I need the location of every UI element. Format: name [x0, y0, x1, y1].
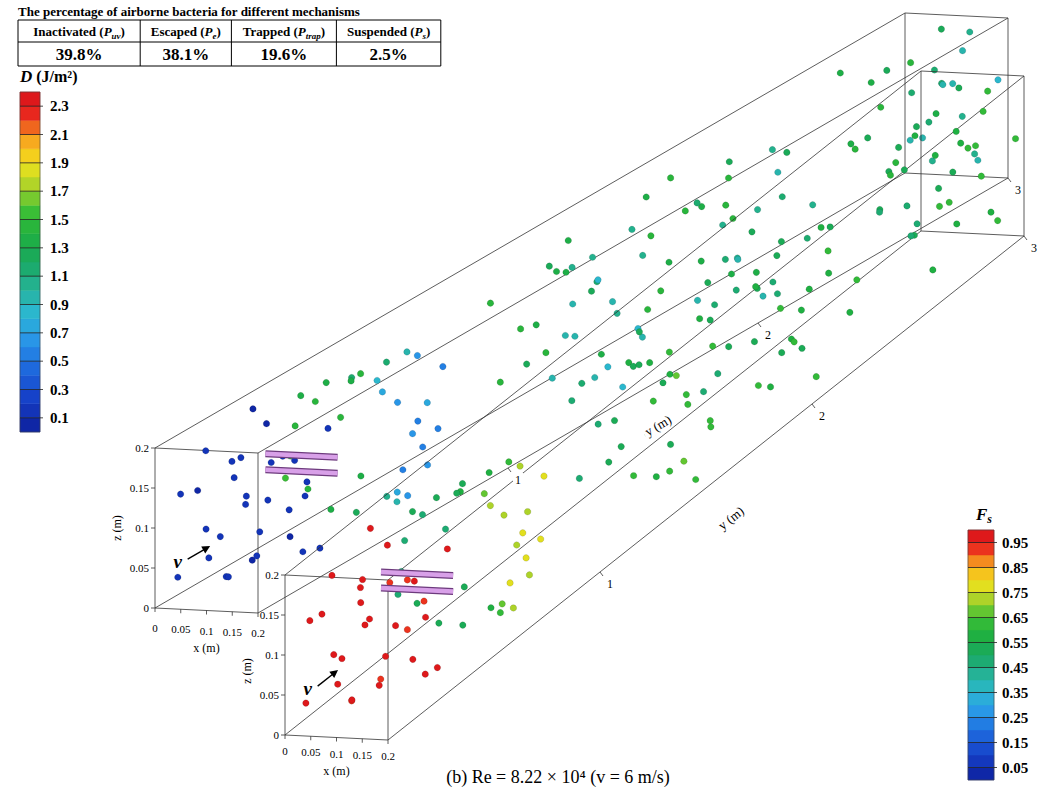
- svg-text:1.3: 1.3: [50, 240, 69, 256]
- svg-text:The percentage of airborne bac: The percentage of airborne bacteria for …: [18, 4, 360, 19]
- svg-text:0.2: 0.2: [265, 569, 279, 581]
- html-text:Puv: Puv: [103, 23, 121, 41]
- svg-text:0.05: 0.05: [1002, 760, 1028, 776]
- svg-text:0.15: 0.15: [353, 749, 373, 761]
- svg-text:0.55: 0.55: [1002, 635, 1028, 651]
- svg-text:0.05: 0.05: [301, 746, 321, 758]
- svg-text:0.3: 0.3: [50, 382, 69, 398]
- svg-text:0.75: 0.75: [1002, 585, 1028, 601]
- svg-text:1: 1: [515, 473, 521, 487]
- svg-text:2.5%: 2.5%: [369, 45, 407, 64]
- svg-text:z (m): z (m): [110, 515, 124, 541]
- svg-text:38.1%: 38.1%: [162, 45, 209, 64]
- svg-text:1.1: 1.1: [50, 268, 69, 284]
- svg-text:3: 3: [1031, 241, 1037, 255]
- svg-text:P: P: [297, 23, 306, 39]
- svg-text:1.7: 1.7: [50, 183, 69, 199]
- svg-text:0.95: 0.95: [1002, 535, 1028, 551]
- svg-text:1.5: 1.5: [50, 212, 69, 228]
- svg-text:0.9: 0.9: [50, 297, 69, 313]
- svg-text:19.6%: 19.6%: [261, 45, 308, 64]
- svg-text:): ): [321, 24, 325, 39]
- svg-text:Trapped (: Trapped (: [243, 24, 298, 39]
- svg-text:0.1: 0.1: [50, 410, 69, 426]
- svg-text:0.35: 0.35: [1002, 685, 1028, 701]
- svg-text:39.8%: 39.8%: [56, 45, 103, 64]
- svg-text:0.5: 0.5: [50, 353, 69, 369]
- svg-text:x (m): x (m): [323, 764, 349, 778]
- svg-text:0.85: 0.85: [1002, 560, 1028, 576]
- svg-text:0.15: 0.15: [223, 626, 243, 638]
- svg-text:0: 0: [274, 729, 280, 741]
- svg-text:0.7: 0.7: [50, 325, 69, 341]
- svg-text:0.1: 0.1: [135, 522, 149, 534]
- svg-text:0: 0: [144, 602, 150, 614]
- svg-text:): ): [217, 24, 221, 39]
- svg-text:x (m): x (m): [193, 641, 219, 655]
- svg-text:Inactivated (: Inactivated (: [33, 24, 103, 39]
- svg-text:2.1: 2.1: [50, 127, 69, 143]
- svg-text:2.3: 2.3: [50, 98, 69, 114]
- svg-text:1.9: 1.9: [50, 155, 69, 171]
- svg-text:v: v: [173, 551, 182, 572]
- svg-text:0.1: 0.1: [330, 748, 344, 760]
- svg-text:0.45: 0.45: [1002, 660, 1028, 676]
- svg-text:0.05: 0.05: [260, 689, 280, 701]
- svg-text:s: s: [986, 512, 992, 526]
- svg-text:D: D: [19, 67, 32, 86]
- svg-text:F: F: [975, 505, 988, 524]
- html-text:Pe: Pe: [204, 23, 217, 41]
- svg-text:2: 2: [819, 409, 825, 423]
- svg-text:y (m): y (m): [715, 503, 747, 532]
- svg-text:Suspended (: Suspended (: [347, 24, 415, 39]
- svg-text:1: 1: [607, 577, 613, 591]
- svg-text:0: 0: [152, 622, 158, 634]
- html-text:Ps: Ps: [414, 23, 426, 41]
- svg-text:0.15: 0.15: [260, 609, 280, 621]
- svg-text:0.15: 0.15: [1002, 735, 1028, 751]
- svg-text:z (m): z (m): [240, 658, 254, 684]
- svg-text:0.65: 0.65: [1002, 610, 1028, 626]
- svg-text:0.2: 0.2: [135, 442, 149, 454]
- svg-text:0.05: 0.05: [130, 562, 150, 574]
- svg-text:0.1: 0.1: [265, 649, 279, 661]
- svg-text:): ): [121, 24, 125, 39]
- svg-text:0.1: 0.1: [200, 625, 214, 637]
- svg-text:0.25: 0.25: [1002, 710, 1028, 726]
- svg-text:): ): [426, 24, 430, 39]
- svg-text:0: 0: [282, 745, 288, 757]
- svg-text:0.2: 0.2: [381, 750, 395, 762]
- svg-text:2: 2: [765, 328, 771, 342]
- svg-text:0.05: 0.05: [171, 623, 191, 635]
- svg-text:0.15: 0.15: [130, 482, 150, 494]
- svg-text:(b) Re = 8.22 × 10⁴ (v = 6 m/s: (b) Re = 8.22 × 10⁴ (v = 6 m/s): [446, 767, 670, 788]
- svg-text:0.2: 0.2: [251, 627, 265, 639]
- svg-text:Escaped (: Escaped (: [151, 24, 205, 39]
- svg-text:(J/m²): (J/m²): [32, 68, 77, 86]
- svg-text:3: 3: [1015, 183, 1021, 197]
- svg-text:v: v: [303, 678, 312, 699]
- svg-text:y (m): y (m): [642, 412, 674, 439]
- svg-text:trap: trap: [306, 31, 322, 41]
